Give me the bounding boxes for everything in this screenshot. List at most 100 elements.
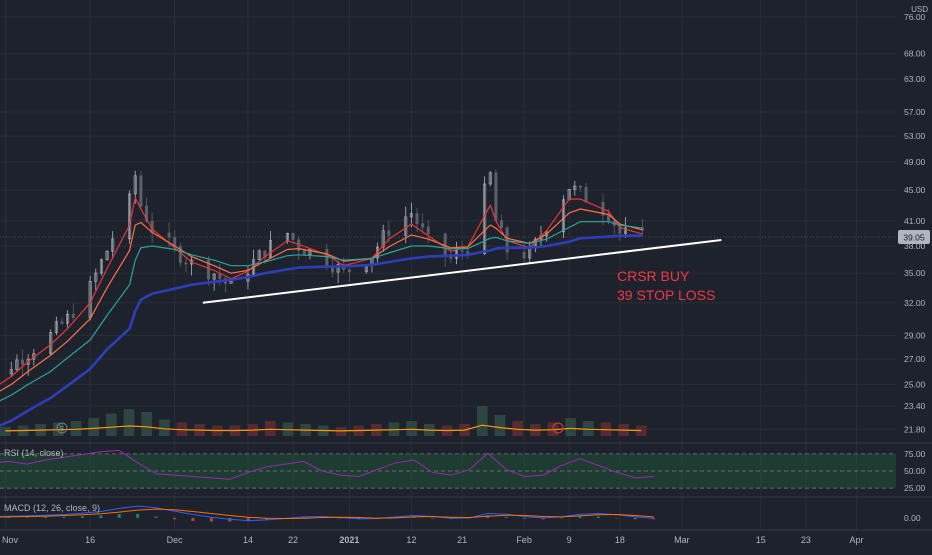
ema-slow-line bbox=[0, 221, 643, 402]
candle-down bbox=[460, 250, 464, 252]
candle-down bbox=[421, 223, 425, 228]
price-tick-label: 32.00 bbox=[904, 298, 926, 308]
macd-histogram-bar bbox=[154, 516, 158, 518]
candle-up bbox=[15, 359, 19, 370]
candle-down bbox=[291, 233, 295, 241]
time-tick-label: 15 bbox=[756, 535, 766, 545]
macd-histogram-bar bbox=[246, 517, 250, 522]
time-tick-label: 2021 bbox=[339, 535, 359, 545]
price-tick-label: 57.00 bbox=[904, 107, 926, 117]
macd-histogram-bar bbox=[99, 515, 103, 518]
macd-histogram-bar bbox=[7, 517, 11, 518]
time-tick-label: 23 bbox=[801, 535, 811, 545]
time-tick-label: 12 bbox=[406, 535, 416, 545]
candle-down bbox=[500, 220, 504, 229]
macd-histogram-bar bbox=[209, 517, 213, 522]
candle-down bbox=[21, 359, 25, 365]
macd-histogram-bar bbox=[62, 516, 66, 518]
volume-bar bbox=[512, 421, 523, 436]
volume-bar bbox=[0, 427, 11, 436]
candle-down bbox=[167, 232, 171, 238]
candle-down bbox=[415, 213, 419, 224]
candle-up bbox=[308, 248, 312, 255]
macd-title: MACD (12, 26, close, 9) bbox=[4, 503, 100, 513]
price-tick-label: 45.00 bbox=[904, 185, 926, 195]
candle-up bbox=[404, 216, 408, 236]
candle-down bbox=[494, 172, 498, 221]
macd-histogram-bar bbox=[615, 517, 619, 519]
time-tick-label: 14 bbox=[243, 535, 253, 545]
volume-ma-line bbox=[5, 424, 642, 432]
rsi-line bbox=[0, 449, 654, 480]
candle-down bbox=[145, 205, 149, 222]
price-tick-label: 38.00 bbox=[904, 241, 926, 251]
volume-bar bbox=[265, 421, 276, 436]
macd-histogram-bar bbox=[25, 517, 29, 518]
candle-up bbox=[488, 172, 492, 185]
current-price-label: 39.05 bbox=[903, 233, 925, 243]
price-tick-label: 27.00 bbox=[904, 354, 926, 364]
macd-histogram-bar bbox=[136, 513, 140, 518]
price-tick-label: 76.00 bbox=[904, 12, 926, 22]
price-tick-label: 49.00 bbox=[904, 157, 926, 167]
macd-tick-label: 0.00 bbox=[904, 513, 921, 523]
candle-down bbox=[387, 230, 391, 236]
candle-down bbox=[584, 186, 588, 203]
volume-histogram: E bbox=[0, 406, 647, 436]
macd-histogram-bar bbox=[596, 516, 600, 518]
macd-histogram-bar bbox=[560, 517, 564, 519]
volume-bar bbox=[106, 413, 117, 436]
candle-up bbox=[545, 231, 549, 237]
candle-down bbox=[207, 259, 211, 280]
price-tick-label: 63.00 bbox=[904, 74, 926, 84]
candle-up bbox=[562, 199, 566, 233]
time-tick-label: Dec bbox=[167, 535, 184, 545]
macd-histogram-bar bbox=[633, 517, 637, 520]
macd-histogram-bar bbox=[228, 517, 232, 522]
rsi-tick-label: 50.00 bbox=[904, 466, 926, 476]
rsi-pane: RSI (14, close) bbox=[0, 448, 896, 489]
candle-down bbox=[184, 262, 188, 265]
volume-bar bbox=[70, 421, 82, 436]
candle-up bbox=[111, 238, 115, 252]
macd-histogram-bar bbox=[578, 516, 582, 518]
time-tick-label: Nov bbox=[2, 535, 19, 545]
macd-histogram-bar bbox=[173, 517, 177, 520]
macd-histogram-bar bbox=[523, 517, 527, 519]
event-marker bbox=[552, 422, 564, 434]
price-tick-label: 68.00 bbox=[904, 49, 926, 59]
candle-up bbox=[94, 272, 98, 282]
time-tick-label: 22 bbox=[288, 535, 298, 545]
candlestick-series bbox=[9, 169, 644, 376]
volume-bar bbox=[123, 409, 135, 436]
candle-up bbox=[409, 213, 413, 218]
ema-fast-line bbox=[0, 197, 643, 385]
current-price-badge bbox=[898, 230, 930, 245]
macd-histogram-bar bbox=[431, 517, 435, 519]
rsi-title: RSI (14, close) bbox=[4, 448, 64, 458]
candle-up bbox=[54, 321, 58, 333]
macd-histogram-bar bbox=[117, 514, 121, 518]
time-tick-label: Apr bbox=[850, 535, 864, 545]
annotation-buy: CRSR BUY bbox=[617, 268, 690, 284]
volume-bar bbox=[159, 419, 170, 436]
candle-up bbox=[66, 313, 70, 324]
candle-down bbox=[71, 313, 75, 318]
price-tick-label: 23.40 bbox=[904, 401, 926, 411]
earnings-marker-label: E bbox=[60, 426, 65, 433]
macd-histogram-bar bbox=[44, 516, 48, 518]
macd-histogram-bar bbox=[191, 517, 195, 521]
candle-down bbox=[607, 214, 611, 222]
candle-down bbox=[302, 250, 306, 255]
macd-line bbox=[0, 505, 654, 522]
time-tick-label: 16 bbox=[85, 535, 95, 545]
candle-down bbox=[347, 269, 351, 273]
volume-bar bbox=[565, 418, 576, 436]
trendline-layer[interactable]: CRSR BUY 39 STOP LOSS bbox=[202, 238, 722, 304]
candle-up bbox=[336, 264, 340, 273]
volume-bar bbox=[335, 427, 347, 436]
price-tick-label: 25.00 bbox=[904, 379, 926, 389]
